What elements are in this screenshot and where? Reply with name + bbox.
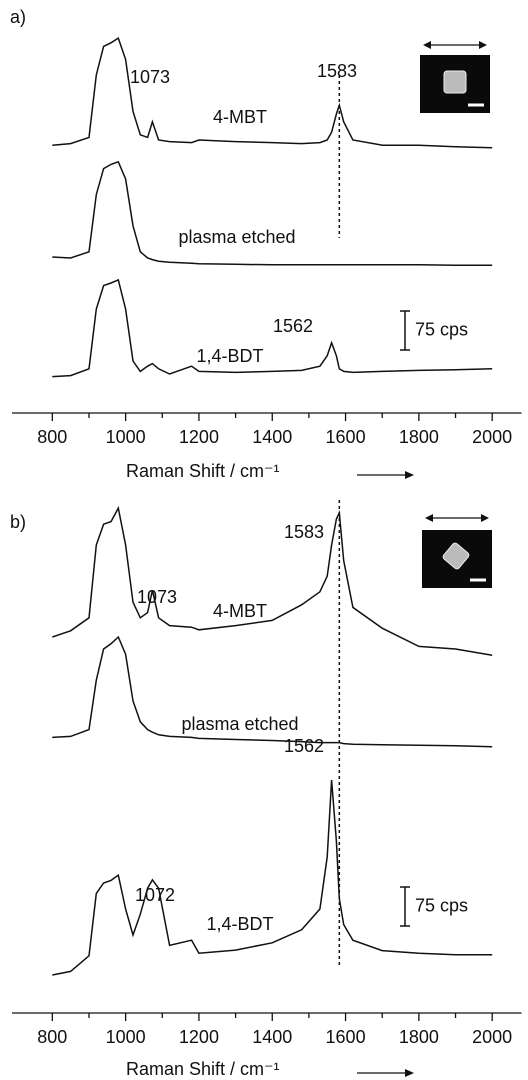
annotation: plasma etched xyxy=(181,714,298,734)
x-tick-label: 800 xyxy=(37,427,67,447)
annotation: 1073 xyxy=(130,67,170,87)
spectrum xyxy=(52,278,493,378)
annotation: 1562 xyxy=(284,736,324,756)
x-axis-label: Raman Shift / cm⁻¹ xyxy=(126,1059,280,1079)
spectrum xyxy=(52,160,493,267)
annotation: 1562 xyxy=(273,316,313,336)
arrow-head xyxy=(405,471,414,479)
spectrum xyxy=(52,36,493,149)
x-axis-label: Raman Shift / cm⁻¹ xyxy=(126,461,280,481)
annotation: plasma etched xyxy=(178,227,295,247)
spectrum xyxy=(52,779,493,976)
x-tick-label: 1400 xyxy=(252,427,292,447)
particle xyxy=(443,70,467,94)
panel-label: b) xyxy=(10,512,26,532)
arrow-head xyxy=(405,1069,414,1077)
annotation: 1073 xyxy=(137,587,177,607)
x-tick-label: 1000 xyxy=(106,427,146,447)
panel-label: a) xyxy=(10,7,26,27)
annotation: 1072 xyxy=(135,885,175,905)
x-tick-label: 1200 xyxy=(179,427,219,447)
annotation: 4-MBT xyxy=(213,107,267,127)
x-tick-label: 1000 xyxy=(106,1027,146,1047)
particle xyxy=(442,542,470,570)
x-tick-label: 800 xyxy=(37,1027,67,1047)
annotation: 1583 xyxy=(284,522,324,542)
x-tick-label: 1400 xyxy=(252,1027,292,1047)
x-tick-label: 1800 xyxy=(399,427,439,447)
scale-bar-label: 75 cps xyxy=(415,319,468,339)
annotation: 1,4-BDT xyxy=(196,346,263,366)
spectrum xyxy=(52,635,493,748)
x-tick-label: 1800 xyxy=(399,1027,439,1047)
x-tick-label: 1200 xyxy=(179,1027,219,1047)
annotation: 1,4-BDT xyxy=(206,914,273,934)
annotation: 4-MBT xyxy=(213,601,267,621)
x-tick-label: 2000 xyxy=(472,1027,512,1047)
annotation: 1583 xyxy=(317,61,357,81)
scale-bar-label: 75 cps xyxy=(415,895,468,915)
x-tick-label: 2000 xyxy=(472,427,512,447)
spectrum xyxy=(52,505,493,656)
x-tick-label: 1600 xyxy=(326,427,366,447)
x-tick-label: 1600 xyxy=(326,1027,366,1047)
